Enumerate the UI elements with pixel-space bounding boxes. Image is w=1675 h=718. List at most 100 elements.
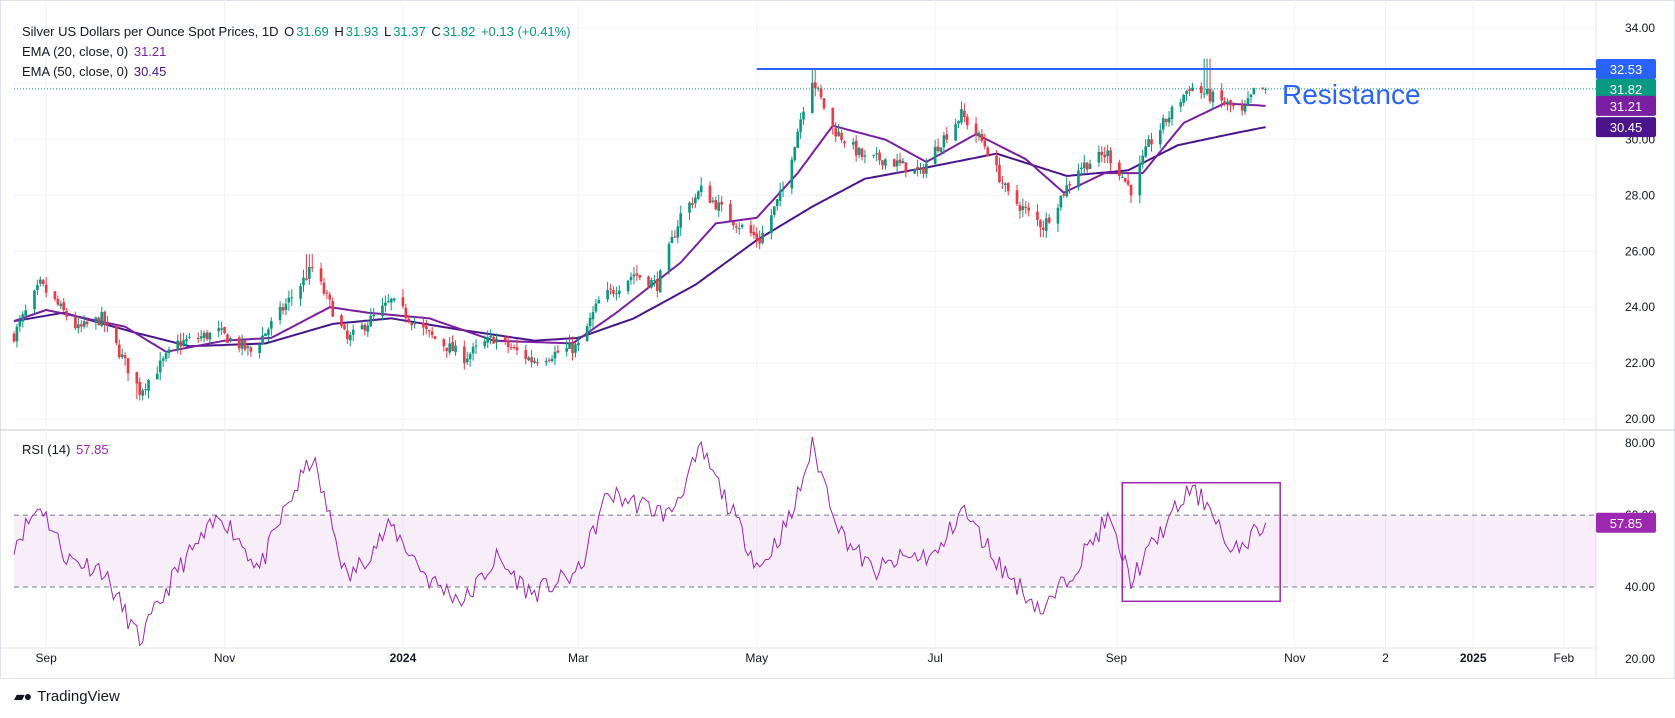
candle-body (1082, 162, 1086, 169)
candle-body (117, 344, 121, 358)
candle-body (898, 159, 902, 163)
candle-body (597, 299, 601, 304)
candle-body (328, 294, 332, 300)
candle-body (220, 328, 223, 330)
candle-body (796, 131, 800, 148)
price-tick-label: 26.00 (1625, 244, 1655, 258)
candle-body (679, 213, 683, 228)
candles[interactable] (12, 58, 1267, 401)
candle-body (185, 339, 188, 342)
candle-body (711, 200, 715, 202)
candle-body (1036, 211, 1039, 220)
ema20-path (13, 102, 1266, 353)
candle-body (1047, 217, 1051, 223)
ohlc-low: 31.37 (393, 24, 426, 39)
resistance-annotation: Resistance (1282, 79, 1421, 110)
candle-body (986, 147, 990, 157)
candle-body (1024, 206, 1028, 208)
candle-body (287, 297, 291, 303)
candle-body (1059, 195, 1063, 208)
price-label-text: 31.82 (1610, 82, 1643, 97)
candle-body (451, 342, 454, 352)
ohlc-o-label: O (284, 24, 295, 39)
candle-body (585, 326, 589, 342)
candle-body (267, 329, 270, 335)
candle-body (1232, 104, 1235, 107)
candle-body (790, 159, 794, 189)
price-label-box (1596, 78, 1656, 99)
candle-body (1158, 130, 1162, 145)
candle-body (963, 110, 966, 118)
candle-body (843, 141, 846, 144)
candle-body (258, 344, 261, 354)
legend-ema20[interactable]: EMA (20, close, 0) 31.21 (22, 44, 168, 59)
candle-body (489, 335, 492, 338)
candle-body (708, 185, 712, 203)
brand-name: TradingView (37, 688, 120, 705)
candle-body (115, 325, 118, 343)
candle-body (550, 358, 554, 361)
candle-body (822, 98, 826, 109)
candle-body (445, 347, 449, 351)
candle-body (834, 128, 838, 137)
candle-body (249, 347, 253, 352)
candle-body (740, 224, 744, 227)
candle-body (653, 280, 656, 282)
candle-body (1097, 152, 1101, 163)
candle-body (837, 131, 840, 137)
candle-body (936, 146, 940, 151)
candle-body (752, 231, 756, 236)
candle-body (1246, 98, 1250, 105)
candle-body (544, 360, 548, 363)
candle-body (1223, 101, 1226, 105)
candle-body (939, 147, 943, 152)
candle-body (775, 199, 779, 207)
candle-body (229, 338, 232, 342)
legend-rsi[interactable]: RSI (14) 57.85 (22, 442, 111, 457)
candle-body (290, 297, 294, 299)
candle-body (413, 322, 416, 325)
candle-body (872, 154, 876, 156)
candle-body (1039, 220, 1042, 228)
candle-body (404, 307, 408, 319)
overlays: Resistance (14, 68, 1596, 603)
candle-body (196, 337, 200, 339)
candle-body (138, 382, 142, 395)
ema50-line (13, 126, 1266, 348)
candle-body (895, 160, 899, 167)
candle-body (264, 333, 267, 337)
candle-body (59, 303, 63, 307)
candle-body (164, 353, 168, 359)
candle-body (372, 314, 375, 317)
candle-body (308, 266, 311, 279)
candle-body (100, 312, 104, 326)
candle-body (772, 206, 776, 215)
candle-body (755, 233, 759, 240)
legend-ema50[interactable]: EMA (50, close, 0) 30.45 (22, 64, 168, 79)
rsi-highlight-box (1121, 481, 1281, 603)
candle-body (524, 349, 528, 360)
candle-body (851, 142, 855, 145)
candle-body (1106, 150, 1109, 157)
candle-body (1202, 93, 1206, 95)
candle-body (770, 215, 773, 234)
candle-body (647, 276, 650, 287)
candle-body (547, 359, 551, 361)
ohlc-change: +0.13 (+0.41%) (480, 24, 571, 39)
candle-body (1129, 184, 1133, 196)
candle-body (714, 200, 718, 210)
candle-body (62, 302, 66, 311)
candle-body (904, 162, 908, 173)
candle-body (881, 160, 884, 166)
candle-body (632, 274, 636, 277)
candle-body (737, 228, 741, 230)
candle-body (1088, 163, 1092, 169)
candle-body (503, 337, 507, 341)
tradingview-logo[interactable]: ▰● TradingView (14, 688, 120, 705)
candle-body (506, 340, 510, 347)
candle-body (1170, 106, 1174, 119)
candle-body (1252, 87, 1256, 94)
candle-body (179, 341, 182, 347)
candle-body (351, 329, 355, 335)
